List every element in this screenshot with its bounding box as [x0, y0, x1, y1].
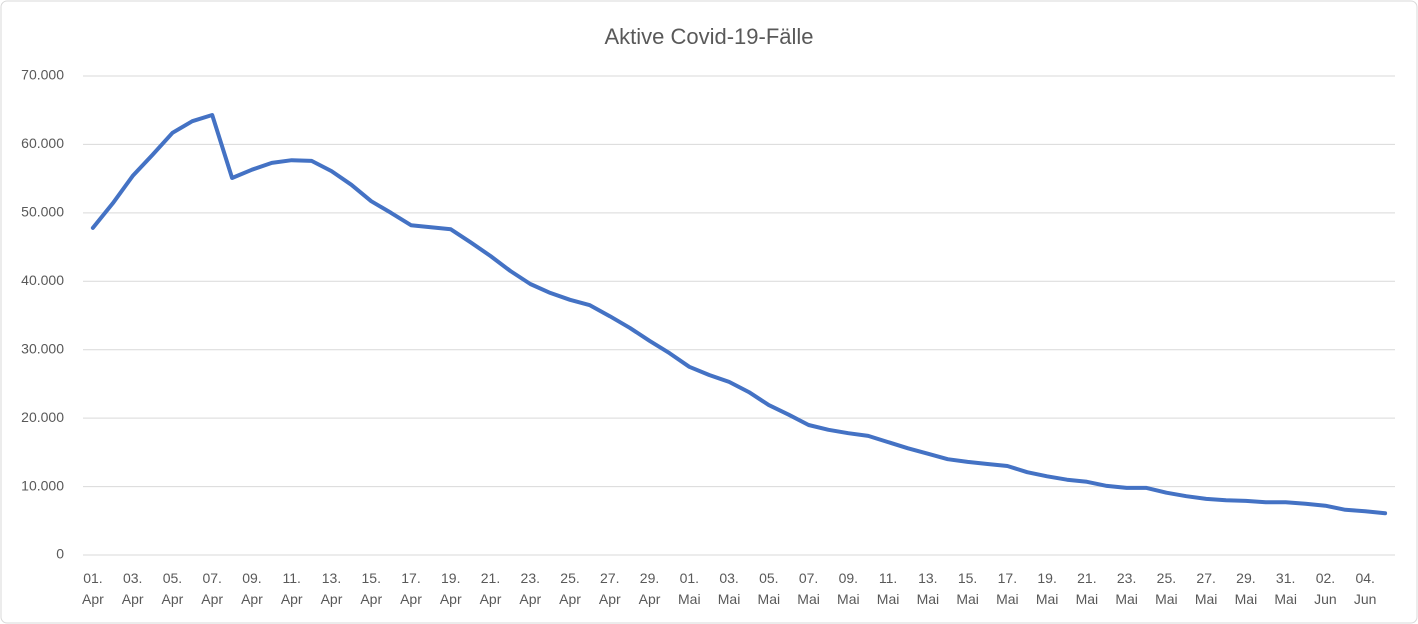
data-line: [90, 113, 1388, 516]
x-tick-label: 01. Mai: [678, 570, 701, 607]
x-tick-label: 21. Mai: [1075, 570, 1099, 607]
x-tick-label: 27. Apr: [598, 570, 621, 607]
x-tick-label: 29. Apr: [638, 570, 661, 607]
x-tick-label: 31. Mai: [1274, 570, 1297, 607]
x-tick-label: 01. Apr: [82, 570, 104, 607]
x-tick-label: 03. Apr: [121, 570, 144, 607]
x-tick-label: 15. Apr: [360, 570, 383, 607]
x-tick-label: 03. Mai: [717, 570, 741, 607]
x-tick-label: 05. Apr: [161, 570, 184, 607]
x-tick-label: 11. Mai: [876, 570, 900, 607]
x-tick-label: 09. Apr: [241, 570, 263, 607]
x-tick-label: 11. Apr: [280, 570, 303, 607]
x-tick-label: 05. Mai: [757, 570, 781, 607]
x-tick-label: 25. Mai: [1155, 570, 1178, 607]
x-tick-label: 04. Jun: [1353, 570, 1377, 607]
chart-title: Aktive Covid-19-Fälle: [604, 24, 813, 49]
x-tick-label: 13. Apr: [320, 570, 343, 607]
y-tick-label: 0: [56, 546, 64, 562]
y-tick-label: 10.000: [21, 477, 64, 493]
x-tick-label: 13. Mai: [916, 570, 940, 607]
x-tick-label: 07. Mai: [797, 570, 820, 607]
y-tick-label: 70.000: [21, 67, 64, 83]
x-tick-label: 09. Mai: [837, 570, 860, 607]
y-tick-label: 40.000: [21, 272, 64, 288]
x-tick-label: 07. Apr: [201, 570, 224, 607]
x-tick-label: 25. Apr: [559, 570, 581, 607]
x-tick-label: 17. Apr: [400, 570, 422, 607]
x-tick-label: 15. Mai: [956, 570, 979, 607]
x-tick-label: 19. Mai: [1035, 570, 1059, 607]
y-tick-label: 30.000: [21, 340, 64, 356]
y-tick-label: 60.000: [21, 135, 64, 151]
x-tick-label: 17. Mai: [996, 570, 1019, 607]
y-tick-label: 50.000: [21, 204, 64, 220]
x-tick-label: 23. Mai: [1115, 570, 1138, 607]
x-tick-label: 19. Apr: [439, 570, 462, 607]
x-tick-label: 29. Mai: [1234, 570, 1258, 607]
x-tick-label: 21. Apr: [479, 570, 502, 607]
x-tick-label: 02. Jun: [1314, 570, 1337, 607]
y-tick-label: 20.000: [21, 409, 64, 425]
x-tick-label: 27. Mai: [1194, 570, 1218, 607]
x-tick-label: 23. Apr: [519, 570, 542, 607]
